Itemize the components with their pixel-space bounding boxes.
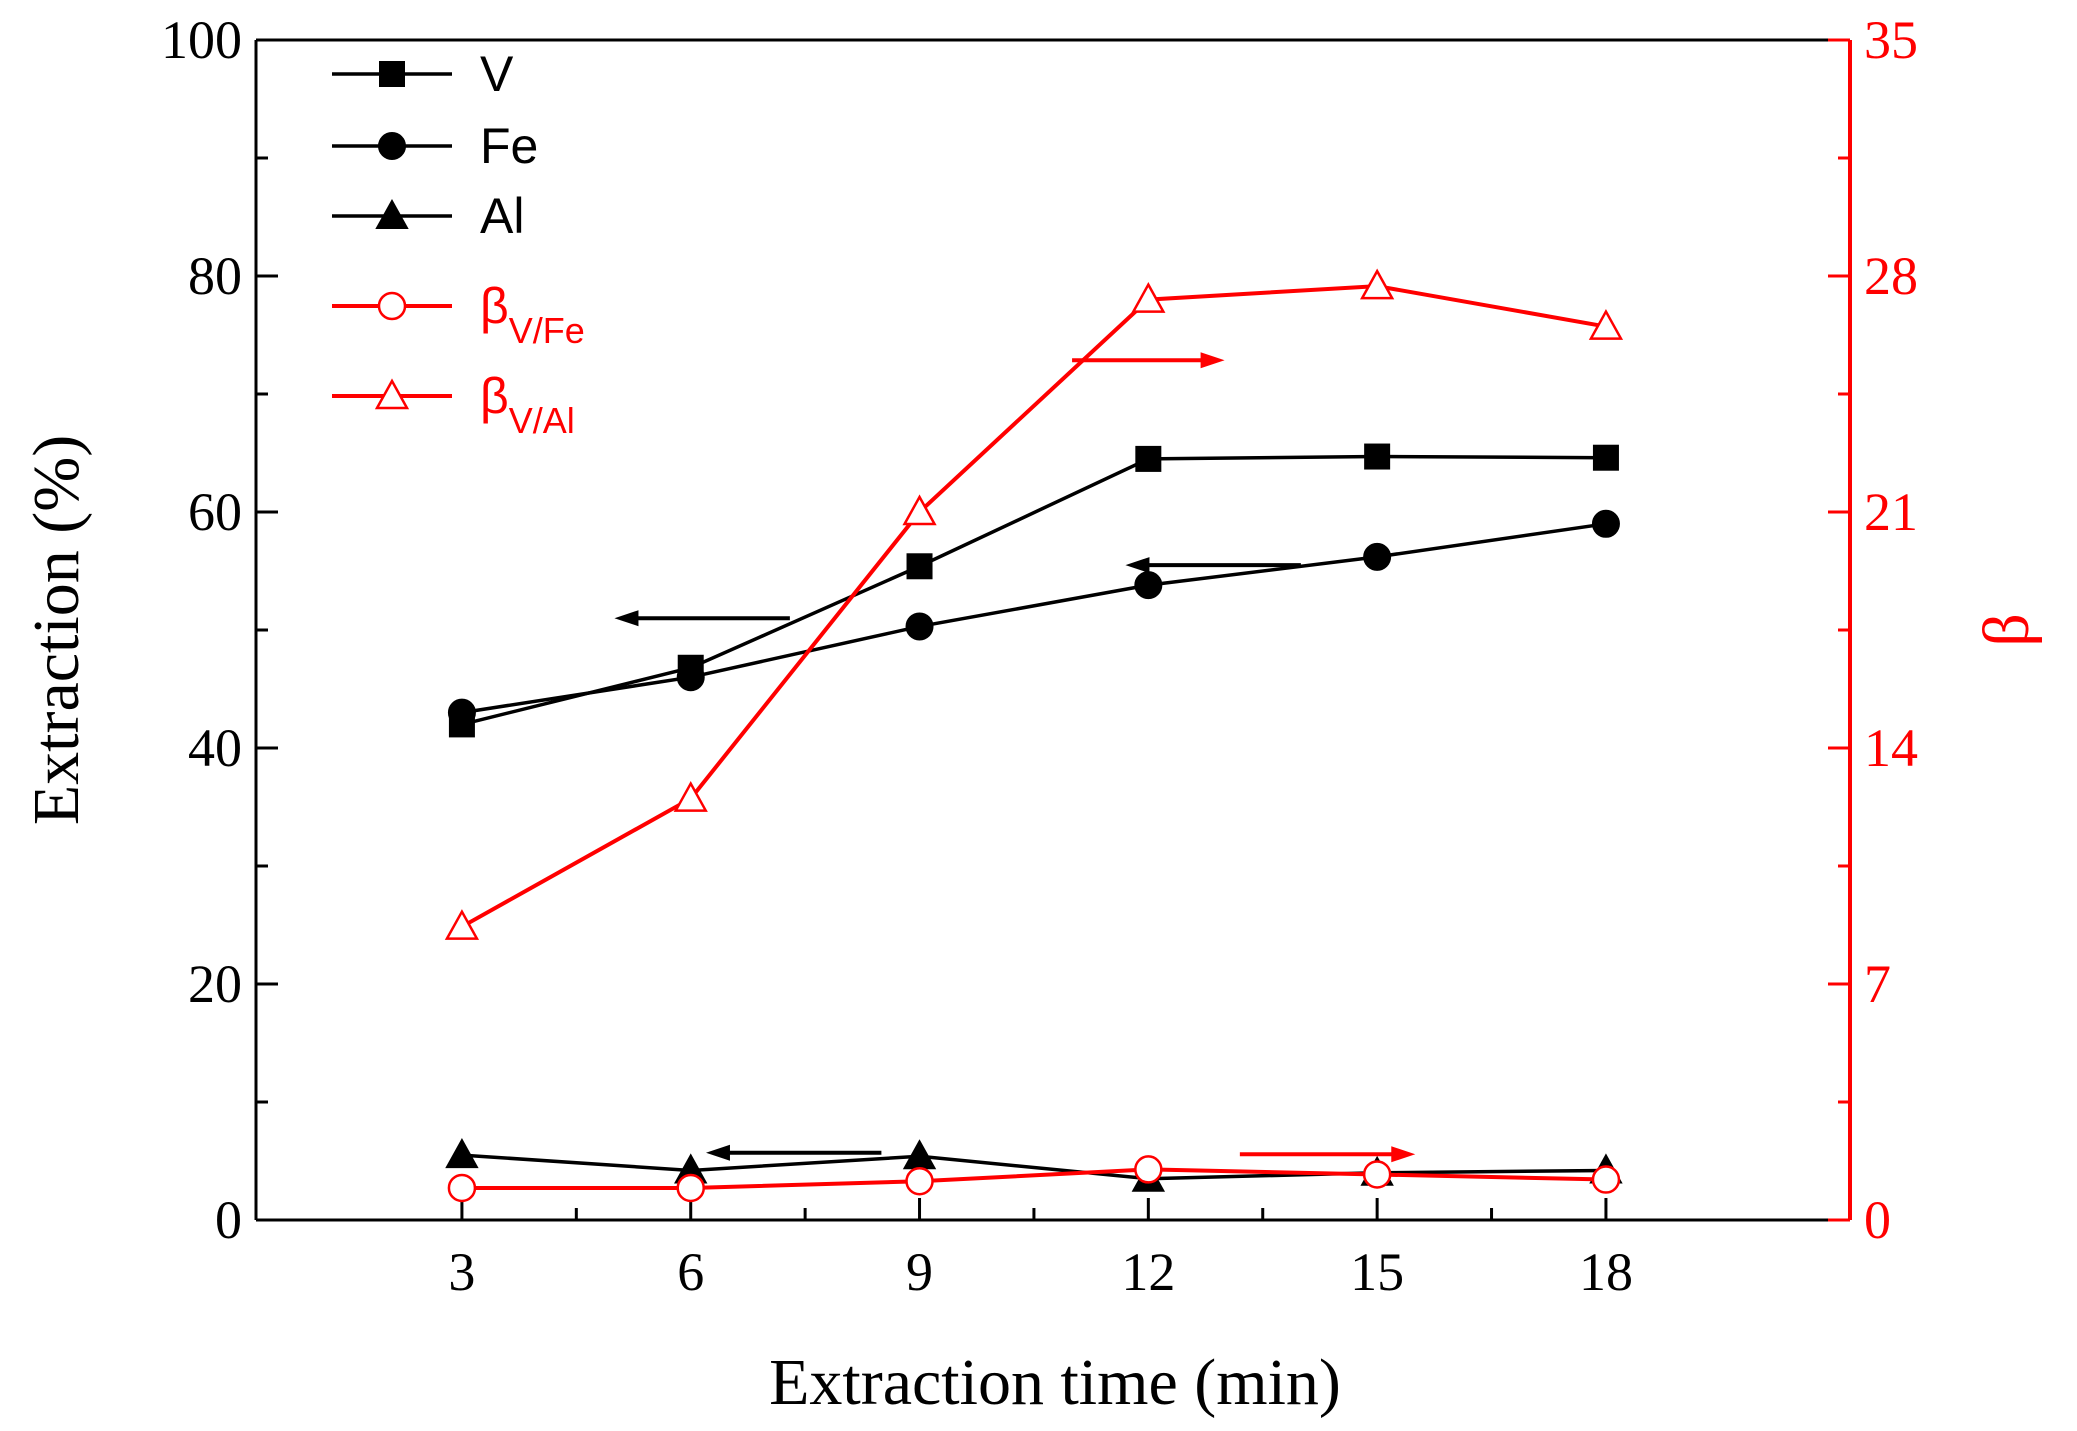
series-line-beta-v-al [460, 284, 1607, 929]
arrow-head [1200, 352, 1225, 369]
point-beta-v-al [1360, 268, 1395, 300]
series-line-fe [461, 522, 1607, 715]
point-beta-v-al [1131, 282, 1166, 313]
point-beta-v-al [673, 780, 708, 812]
y-tick-label: 0 [215, 1190, 242, 1250]
point-fe [1134, 571, 1163, 600]
point-fe [447, 698, 476, 727]
legend-label-beta-v-al: βV/Al [480, 368, 575, 441]
series-line-beta-v-fe [461, 1167, 1606, 1190]
y-axis-title: Extraction (%) [20, 435, 93, 825]
point-al [445, 1138, 479, 1169]
y2-axis-title: β [1970, 613, 2043, 647]
point-beta-v-al [444, 909, 480, 940]
legend-label-fe: Fe [480, 118, 538, 174]
point-v [1364, 443, 1391, 470]
x-tick-label: 15 [1350, 1242, 1404, 1302]
x-tick-label: 12 [1121, 1242, 1175, 1302]
y2-tick-label: 35 [1864, 10, 1918, 70]
legend-marker-fe [378, 132, 406, 160]
y-tick-label: 80 [188, 246, 242, 306]
y2-tick-label: 14 [1864, 718, 1918, 778]
x-tick-label: 6 [677, 1242, 704, 1302]
y-tick-label: 20 [188, 954, 242, 1014]
legend-label-subscript: V/Fe [509, 310, 585, 351]
point-beta-v-fe [676, 1173, 705, 1203]
point-beta-v-fe [1362, 1160, 1392, 1189]
legend-label-subscript: V/Al [509, 400, 575, 441]
x-tick-label: 3 [448, 1242, 475, 1302]
point-beta-v-al [902, 494, 937, 526]
y2-tick-label: 28 [1864, 246, 1918, 306]
point-v [1592, 444, 1619, 471]
y-tick-label: 60 [188, 482, 242, 542]
axes: 3 6 9 12 15 18 0 20 40 60 80 100 0 7 14 21 28 35 [161, 10, 1918, 1302]
series-line-v [461, 454, 1606, 727]
point-beta-v-fe [1134, 1155, 1163, 1184]
point-beta-v-fe [905, 1166, 934, 1196]
point-v [906, 553, 933, 580]
arrow-head [1125, 557, 1150, 574]
x-tick-label: 18 [1579, 1242, 1633, 1302]
y2-tick-label: 0 [1864, 1190, 1891, 1250]
point-v [1135, 445, 1162, 472]
point-fe [1363, 542, 1392, 571]
arrow-head [614, 610, 639, 627]
annotation-layer [614, 352, 1416, 1163]
y2-tick-label: 7 [1864, 954, 1891, 1014]
legend: V Fe Al βV/Fe βV/Al [332, 46, 585, 441]
series-line-al [461, 1153, 1606, 1181]
y-tick-label: 40 [188, 718, 242, 778]
legend-marker-v [379, 61, 405, 87]
legend-label-beta-v-fe: βV/Fe [480, 278, 585, 351]
point-beta-v-fe [447, 1173, 477, 1203]
point-al [902, 1139, 937, 1170]
legend-marker-al [375, 198, 409, 229]
y-tick-label: 100 [161, 10, 242, 70]
x-tick-label: 9 [906, 1242, 933, 1302]
point-fe [905, 612, 934, 641]
arrow-head [1391, 1146, 1416, 1163]
arrow-head [705, 1144, 730, 1161]
point-beta-v-al [1588, 308, 1624, 340]
x-axis-title: Extraction time (min) [769, 1346, 1341, 1419]
point-fe [676, 663, 705, 692]
point-beta-v-fe [1591, 1165, 1621, 1194]
legend-marker-beta-v-fe [377, 291, 407, 321]
legend-label-v: V [480, 46, 514, 102]
legend-marker-beta-v-al [374, 378, 410, 410]
legend-label-al: Al [480, 188, 524, 244]
point-fe [1591, 509, 1620, 538]
y2-tick-label: 21 [1864, 482, 1918, 542]
series-layer [444, 268, 1624, 1203]
